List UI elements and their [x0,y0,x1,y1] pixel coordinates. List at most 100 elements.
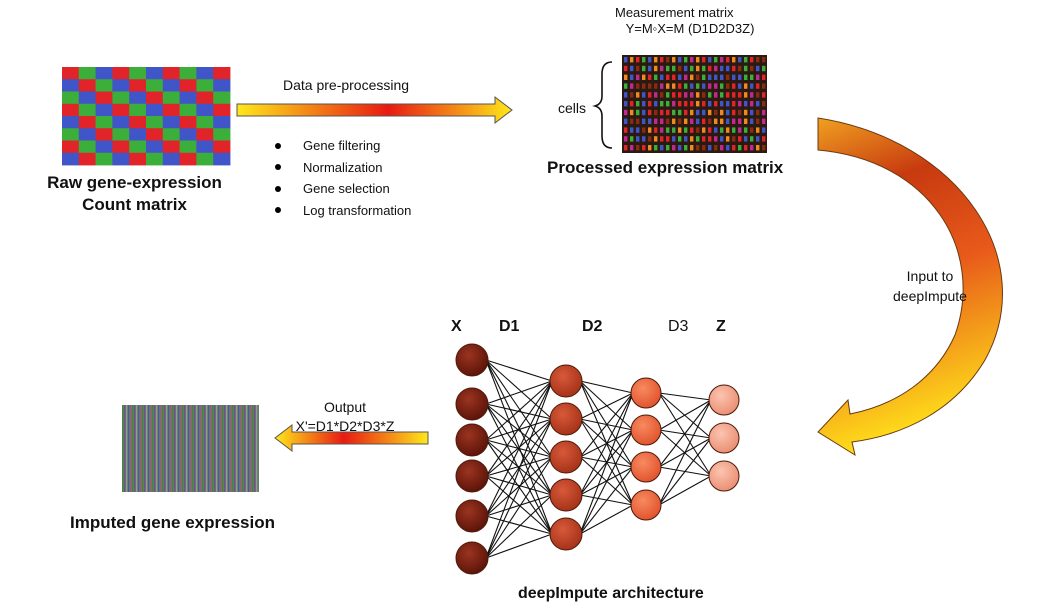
processed-cell [756,92,760,98]
network-edge [485,494,553,517]
processed-cell [666,83,670,89]
raw-cell [146,67,164,80]
imputed-matrix-grid [122,405,259,492]
raw-cell [129,128,147,141]
processed-cell [636,74,640,80]
processed-cell [708,101,712,107]
raw-cell [213,116,231,129]
imputed-stripe [240,405,242,492]
processed-cell [714,74,718,80]
processed-cell [624,74,628,80]
imputed-stripe [182,405,184,492]
processed-cell [738,118,742,124]
imputed-stripe [226,405,228,492]
layer-label-d1: D1 [499,318,520,335]
raw-cell [95,140,113,154]
processed-cell [648,118,652,124]
raw-count-matrix-grid [62,67,231,166]
layer-label-z: Z [716,318,726,335]
layer-label-d2: D2 [582,318,603,335]
processed-cell [684,57,688,63]
network-edge [485,359,553,382]
processed-cell [648,101,652,107]
imputed-stripe [242,405,244,492]
raw-cell [162,128,180,141]
processed-cell [702,57,706,63]
processed-cell [642,74,646,80]
imputed-stripe [212,405,214,492]
imputed-stripe [254,405,256,492]
processed-cell [654,83,658,89]
raw-cell [112,140,130,154]
processed-cell [672,57,676,63]
processed-cell [732,145,736,151]
processed-cell [630,109,634,116]
step-gene-selection: Gene selection [275,178,411,200]
node-d3 [630,451,662,483]
processed-cell [666,109,670,116]
network-edge [579,392,634,420]
processed-cell [636,118,640,124]
network-edge [485,359,553,458]
processed-cell [672,92,676,98]
raw-cell [179,128,197,141]
processed-cell [720,127,724,133]
network-edge [485,418,553,517]
imputed-stripe [236,405,238,492]
processed-cell [756,57,760,63]
raw-title-line1: Raw gene-expression [47,173,222,192]
processed-cell [738,65,742,72]
processed-cell [636,57,640,63]
processed-cell [720,136,724,142]
node-x [455,541,489,575]
processed-cell [666,74,670,80]
processed-cell [642,57,646,63]
processed-cell [732,127,736,133]
processed-cell [684,83,688,89]
processed-cell [756,65,760,72]
processed-cell [744,65,748,72]
raw-cell [62,152,80,166]
processed-cell [636,109,640,116]
processed-cell [714,118,718,124]
processed-cell [642,92,646,98]
processed-cell [756,118,760,124]
network-edge [579,504,634,535]
raw-cell [146,140,164,154]
processed-cell [738,101,742,107]
input-curved-arrow [817,117,1003,457]
preprocessing-label: Data pre-processing [283,77,410,93]
processed-cell [762,65,766,72]
raw-cell [179,152,197,166]
processed-cell [762,109,766,116]
imputed-stripe [178,405,180,492]
processed-cell [720,92,724,98]
raw-cell [179,67,197,80]
raw-matrix-title: Raw gene-expression Count matrix [22,172,247,216]
processed-cell [696,74,700,80]
network-edge [485,533,553,559]
node-z [708,422,740,454]
imputed-stripe [150,405,152,492]
processed-cell [678,92,682,98]
raw-cell [112,116,130,129]
measurement-line2: Y=M◦X=M (D1D2D3Z) [625,21,755,36]
processed-cell [750,109,754,116]
network-edge [658,399,712,506]
network-edge [485,380,553,405]
network-edge [485,515,553,535]
processed-cell [672,145,676,151]
raw-cell [146,152,164,166]
processed-cell [660,136,664,142]
processed-cell [630,92,634,98]
imputed-stripe [122,405,124,492]
processed-cell [720,65,724,72]
imputed-stripe [174,405,176,492]
processed-cell [726,109,730,116]
processed-cell [624,83,628,89]
processed-cell [636,101,640,107]
imputed-stripe [168,405,170,492]
network-edge [658,399,712,468]
imputed-stripe [154,405,156,492]
